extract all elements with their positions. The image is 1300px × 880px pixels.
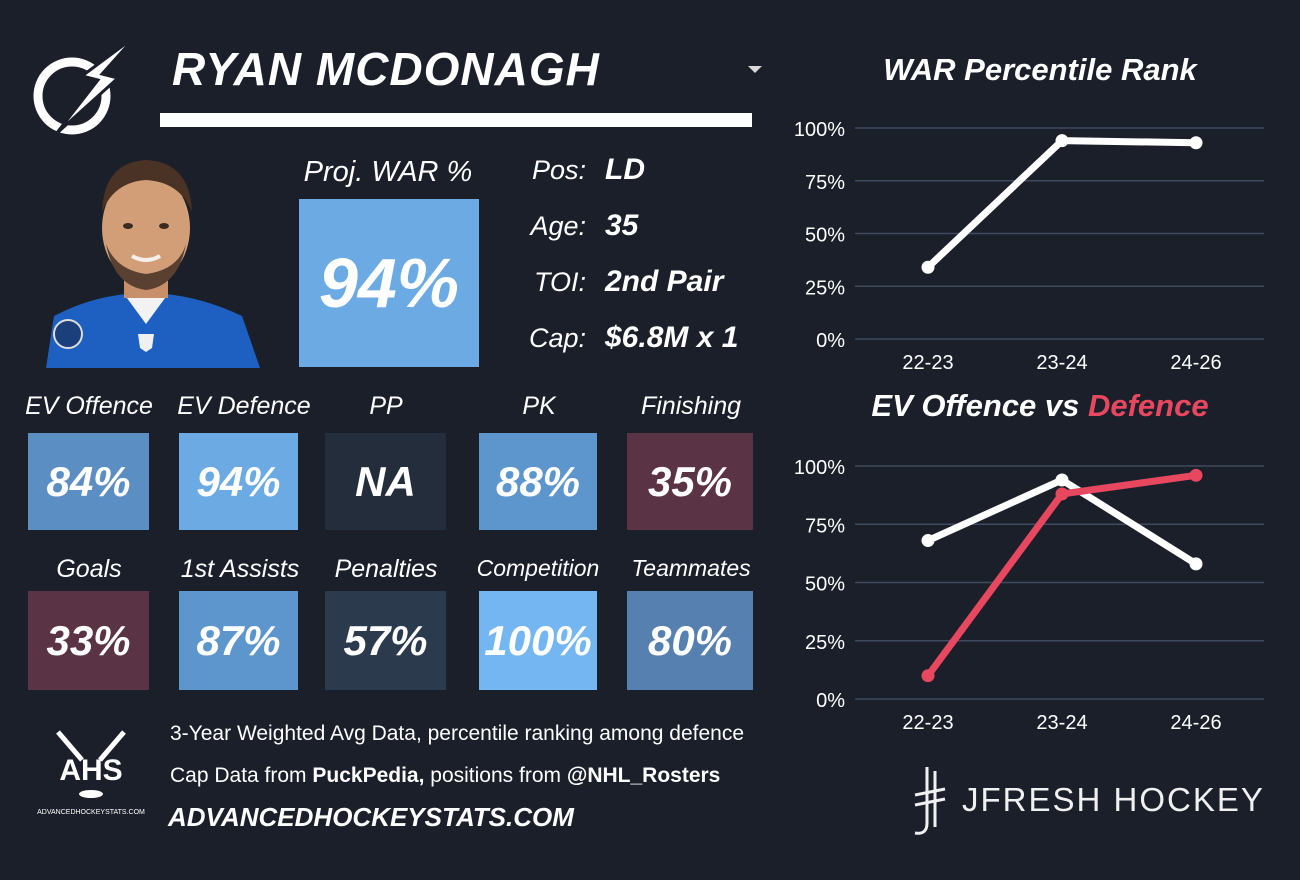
footer-site-link[interactable]: ADVANCEDHOCKEYSTATS.COM <box>168 802 574 832</box>
team-logo <box>32 34 142 138</box>
x-tick-label: 24-26 <box>1170 352 1221 374</box>
tile-competition: 100% <box>479 591 597 690</box>
info-value-age: 35 <box>605 209 639 242</box>
ahs-logo-sub: ADVANCEDHOCKEYSTATS.COM <box>37 809 145 816</box>
proj-war-box: 94% <box>299 199 479 367</box>
series-line-1-1 <box>924 471 1200 680</box>
nhl-rosters-link[interactable]: @NHL_Rosters <box>566 764 721 787</box>
tile-pk: 88% <box>479 433 597 530</box>
tile-ev-offence: 84% <box>28 433 149 530</box>
tile-teammates: 80% <box>627 591 753 690</box>
y-tick-label: 0% <box>816 690 845 712</box>
data-point <box>1055 473 1069 487</box>
tile-label-goals: Goals <box>56 555 122 583</box>
data-point <box>1055 487 1069 501</box>
footer-line-1: 3-Year Weighted Avg Data, percentile ran… <box>170 722 744 745</box>
footer-line-2-prefix: Cap Data from <box>170 764 313 787</box>
y-tick-label: 25% <box>805 277 845 299</box>
player-photo <box>28 148 264 368</box>
y-tick-label: 75% <box>805 515 845 537</box>
tile-label-ev-offence: EV Offence <box>25 392 153 420</box>
info-value-pos: LD <box>605 153 645 186</box>
player-dropdown-icon[interactable] <box>748 66 762 73</box>
tile-value-finishing: 35% <box>647 457 733 505</box>
tile-label-competition: Competition <box>476 555 600 581</box>
y-tick-label: 0% <box>816 330 845 352</box>
jfresh-brand: JFRESH HOCKEY <box>962 781 1265 818</box>
info-label-age: Age: <box>530 211 586 241</box>
tile-penalties: 57% <box>325 591 446 690</box>
chart-title-ev-part1: EV Offence <box>871 388 1037 423</box>
name-underline <box>160 113 752 127</box>
tile-label-penalties: Penalties <box>334 555 438 583</box>
x-tick-label: 24-26 <box>1170 712 1221 734</box>
series-line-0-0 <box>924 137 1200 271</box>
y-tick-label: 100% <box>794 457 845 479</box>
tile-value-ev-defence: 94% <box>196 457 281 505</box>
data-point <box>921 534 935 548</box>
ahs-logo: AHS ADVANCEDHOCKEYSTATS.COM <box>36 726 146 820</box>
tile-value-teammates: 80% <box>647 616 733 664</box>
proj-war-label: Proj. WAR % <box>303 156 473 188</box>
info-label-pos: Pos: <box>531 155 586 185</box>
tile-pp: NA <box>325 433 446 530</box>
data-point <box>921 260 935 274</box>
tile-ev-defence: 94% <box>179 433 298 530</box>
y-tick-label: 25% <box>805 632 845 654</box>
info-label-toi: TOI: <box>533 267 586 297</box>
data-point <box>921 669 935 683</box>
tile-value-ev-offence: 84% <box>46 457 131 505</box>
footer-line-2: Cap Data from PuckPedia, positions from … <box>170 764 720 788</box>
data-point <box>1189 136 1203 150</box>
info-value-toi: 2nd Pair <box>605 265 724 298</box>
chart-title-war: WAR Percentile Rank <box>883 52 1197 87</box>
ahs-logo-text: AHS <box>59 754 122 787</box>
y-tick-label: 100% <box>794 119 845 141</box>
x-tick-label: 22-23 <box>902 712 953 734</box>
tile-value-1st-assists: 87% <box>196 616 281 664</box>
tile-value-competition: 100% <box>484 616 592 664</box>
tile-value-pk: 88% <box>495 457 581 505</box>
tile-label-1st-assists: 1st Assists <box>180 555 300 583</box>
footer-line-2-middle: positions from <box>424 764 567 787</box>
chart-title-ev-part2: vs <box>1036 388 1088 423</box>
tile-label-pk: PK <box>522 392 556 420</box>
x-tick-label: 23-24 <box>1036 352 1087 374</box>
info-label-cap: Cap: <box>528 323 586 353</box>
tile-label-teammates: Teammates <box>631 555 751 581</box>
y-tick-label: 50% <box>805 574 845 596</box>
player-name: RYAN MCDONAGH <box>172 43 600 95</box>
data-point <box>1189 557 1203 571</box>
tile-value-pp: NA <box>355 457 416 505</box>
proj-war-value: 94% <box>318 244 460 322</box>
tile-goals: 33% <box>28 591 149 690</box>
ev-offence-defence-chart: 0% 25% 50% 75% 100% 22-23 23-24 24-26 <box>794 457 1264 734</box>
puckpedia-link[interactable]: PuckPedia, <box>312 764 425 787</box>
jfresh-logo-icon <box>905 765 947 837</box>
x-tick-label: 23-24 <box>1036 712 1087 734</box>
war-percentile-chart: 0% 25% 50% 75% 100% 22-23 23-24 24-26 <box>794 119 1264 374</box>
chart-title-ev-part3: Defence <box>1087 388 1209 423</box>
tile-1st-assists: 87% <box>179 591 298 690</box>
data-point <box>1189 468 1203 482</box>
chart-title-ev: EV Offence vs Defence <box>830 388 1250 424</box>
tile-value-goals: 33% <box>46 616 131 664</box>
x-tick-label: 22-23 <box>902 352 953 374</box>
tile-value-penalties: 57% <box>343 616 428 664</box>
y-tick-label: 75% <box>805 172 845 194</box>
y-tick-label: 50% <box>805 225 845 247</box>
tile-finishing: 35% <box>627 433 753 530</box>
data-point <box>1055 134 1069 148</box>
tile-label-pp: PP <box>369 392 403 420</box>
info-value-cap: $6.8M x 1 <box>605 321 739 354</box>
tile-label-finishing: Finishing <box>640 392 742 420</box>
tile-label-ev-defence: EV Defence <box>177 392 311 420</box>
